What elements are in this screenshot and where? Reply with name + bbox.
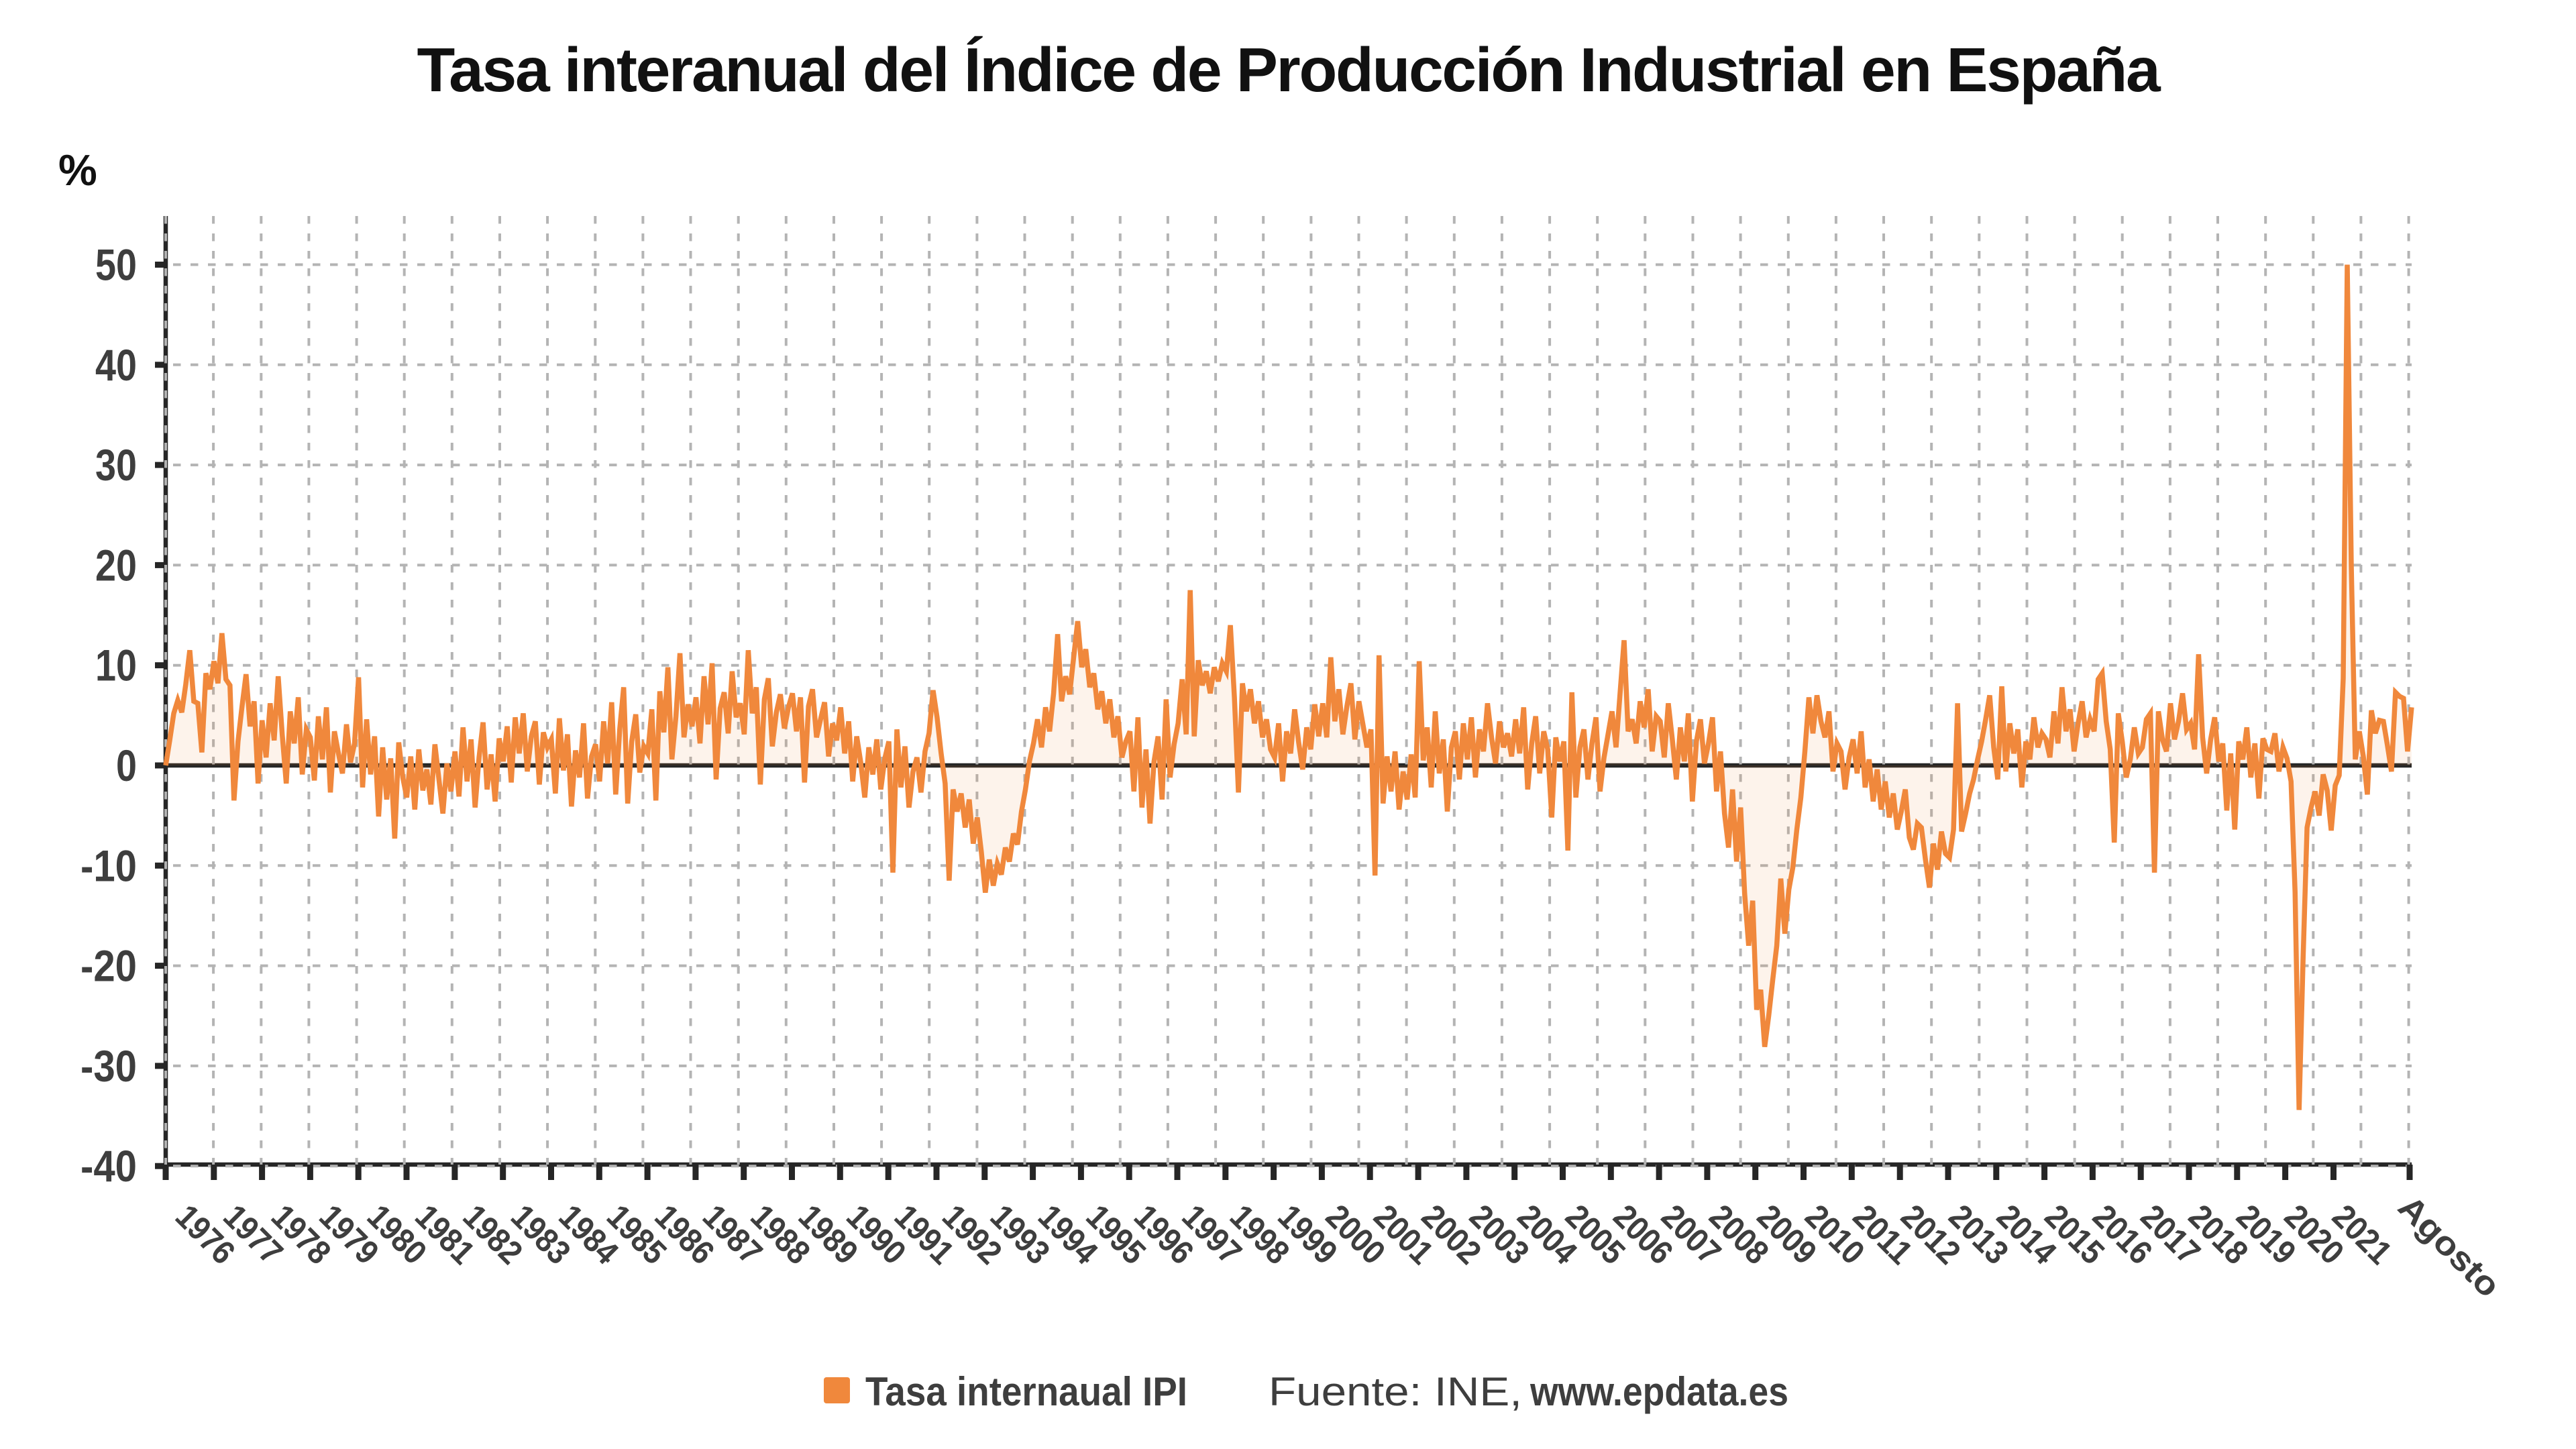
svg-text:-20: -20	[80, 941, 137, 991]
svg-text:0: 0	[116, 741, 137, 790]
svg-text:-10: -10	[80, 841, 137, 890]
svg-text:Fuente: INE, www.epdata.es: Fuente: INE, www.epdata.es	[1269, 1369, 1788, 1414]
svg-text:-30: -30	[80, 1041, 137, 1091]
svg-text:50: 50	[95, 240, 137, 290]
svg-text:Tasa internaual IPI: Tasa internaual IPI	[865, 1369, 1187, 1414]
svg-text:30: 30	[95, 440, 137, 490]
svg-text:40: 40	[95, 340, 137, 390]
svg-text:Agosto: Agosto	[2391, 1188, 2508, 1305]
svg-text:20: 20	[95, 540, 137, 590]
svg-text:10: 10	[95, 641, 137, 690]
svg-text:-40: -40	[80, 1141, 137, 1191]
svg-text:2021: 2021	[2325, 1197, 2399, 1271]
